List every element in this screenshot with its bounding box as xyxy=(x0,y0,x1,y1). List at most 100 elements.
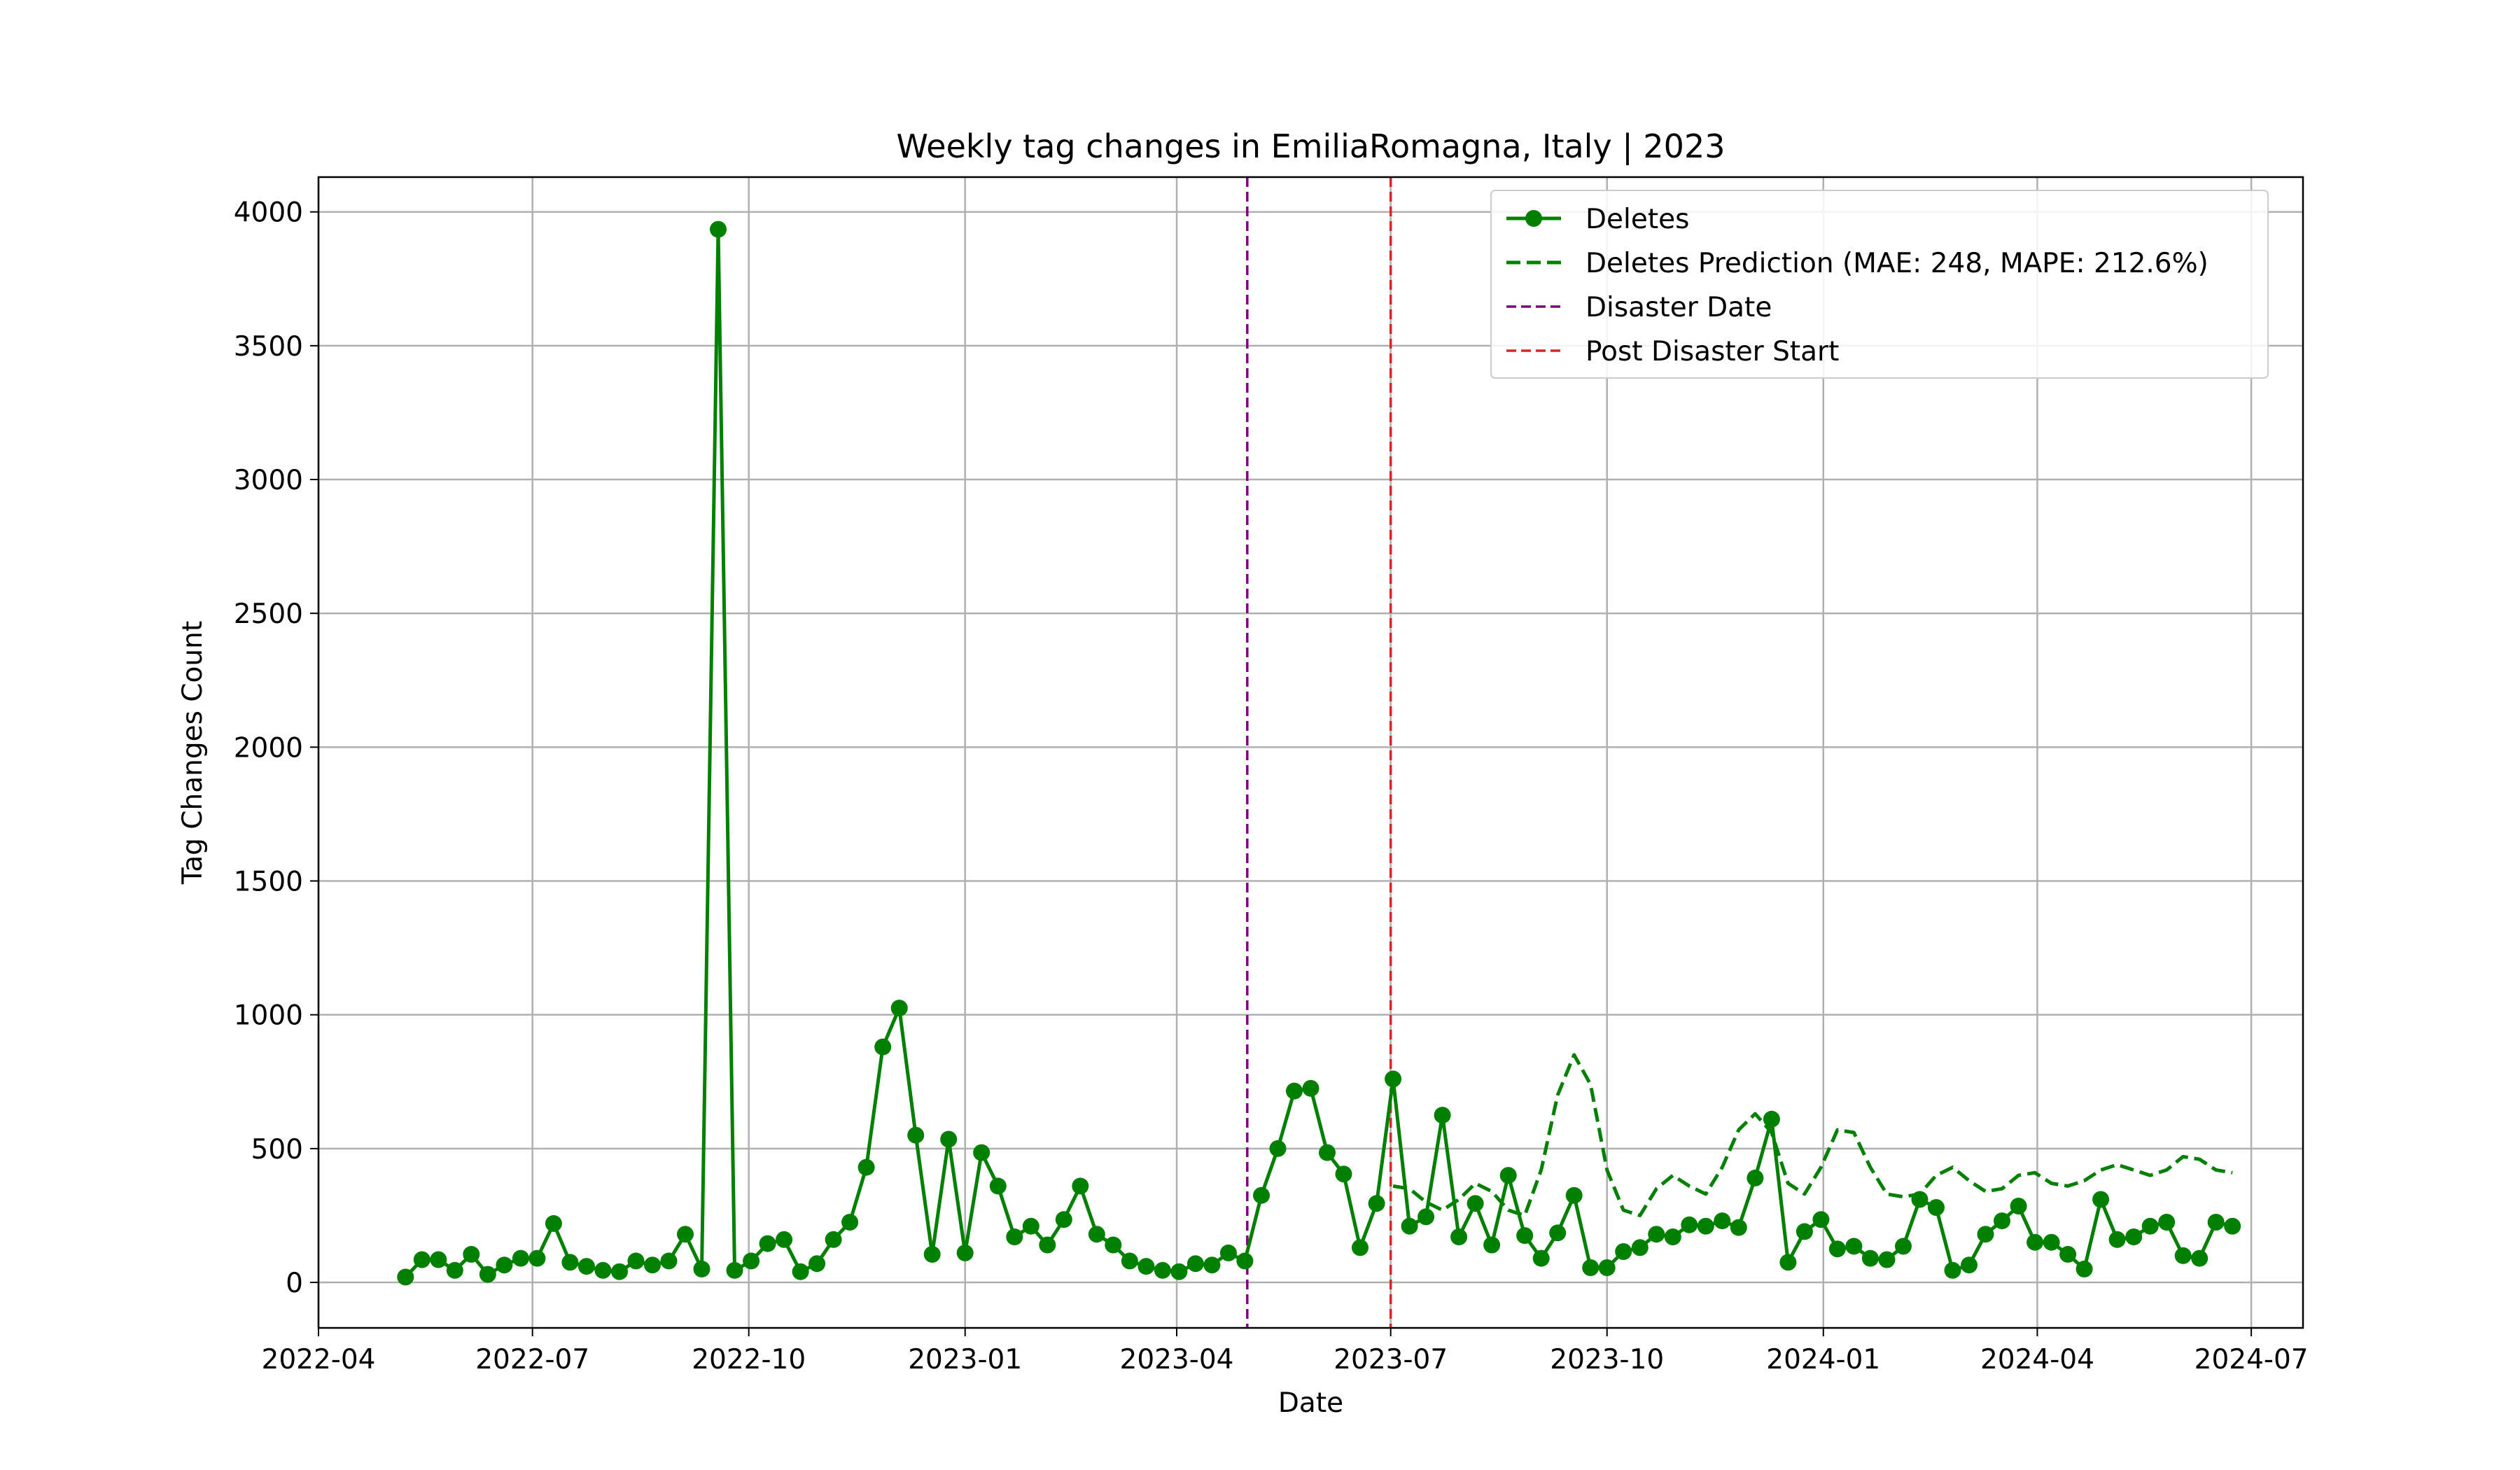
deletes-point xyxy=(1121,1252,1138,1270)
x-tick-label: 2023-01 xyxy=(908,1344,1022,1376)
deletes-point xyxy=(1516,1227,1534,1245)
deletes-point xyxy=(841,1214,859,1231)
deletes-point xyxy=(1253,1186,1270,1204)
deletes-point xyxy=(1401,1217,1418,1235)
deletes-point xyxy=(2108,1231,2126,1248)
deletes-point xyxy=(1368,1195,1385,1212)
deletes-point xyxy=(463,1245,480,1263)
deletes-point xyxy=(2158,1214,2176,1231)
y-tick-label: 1000 xyxy=(234,1000,303,1032)
deletes-point xyxy=(1286,1082,1303,1100)
x-axis-label: Date xyxy=(1278,1387,1343,1419)
deletes-point xyxy=(561,1254,579,1271)
y-tick-label: 4000 xyxy=(234,197,303,229)
deletes-point xyxy=(1499,1167,1517,1184)
deletes-point xyxy=(1072,1177,1089,1195)
deletes-point xyxy=(1236,1252,1254,1270)
deletes-point xyxy=(1961,1256,1977,1274)
deletes-point xyxy=(1532,1250,1550,1267)
deletes-point xyxy=(1582,1259,1600,1276)
deletes-point xyxy=(1648,1226,1665,1243)
deletes-point xyxy=(2076,1260,2093,1278)
deletes-point xyxy=(1861,1250,1879,1267)
deletes-point xyxy=(710,220,727,238)
x-tick-label: 2022-04 xyxy=(262,1344,376,1376)
deletes-point xyxy=(1219,1244,1237,1261)
deletes-point xyxy=(611,1263,628,1280)
deletes-point xyxy=(1895,1238,1912,1255)
deletes-point xyxy=(2174,1247,2192,1264)
y-tick-label: 500 xyxy=(251,1134,303,1166)
deletes-series-line xyxy=(404,227,2233,1279)
deletes-point xyxy=(825,1231,842,1248)
deletes-point xyxy=(413,1251,430,1268)
deletes-point xyxy=(1795,1223,1813,1240)
deletes-point xyxy=(907,1126,925,1144)
deletes-point xyxy=(973,1144,990,1161)
deletes-point xyxy=(594,1261,612,1279)
deletes-point xyxy=(1845,1238,1863,1255)
legend-marker-deletes xyxy=(1525,210,1542,227)
deletes-point xyxy=(1697,1217,1714,1235)
deletes-point xyxy=(479,1266,496,1283)
deletes-point xyxy=(1203,1256,1221,1274)
y-tick-label: 2000 xyxy=(234,732,303,764)
x-tick-label: 2022-10 xyxy=(692,1344,806,1376)
deletes-point xyxy=(496,1256,513,1274)
deletes-point xyxy=(792,1263,809,1280)
x-tick-label: 2022-07 xyxy=(475,1344,589,1376)
deletes-point xyxy=(1302,1079,1320,1097)
deletes-point xyxy=(1598,1259,1616,1276)
deletes-point xyxy=(1006,1228,1023,1245)
deletes-point xyxy=(1154,1261,1171,1279)
prediction-series-line xyxy=(1392,1053,2233,1217)
deletes-point xyxy=(1828,1240,1846,1258)
deletes-point xyxy=(1055,1211,1072,1228)
deletes-point xyxy=(1039,1236,1056,1254)
deletes-point xyxy=(923,1245,941,1263)
deletes-point xyxy=(397,1268,414,1286)
x-tick-label: 2024-01 xyxy=(1766,1344,1880,1376)
y-tick-label: 3000 xyxy=(234,465,303,496)
deletes-point xyxy=(2043,1233,2060,1251)
deletes-point xyxy=(2092,1191,2110,1208)
x-tick-label: 2023-04 xyxy=(1120,1344,1234,1376)
deletes-point xyxy=(2026,1233,2044,1251)
deletes-point xyxy=(743,1252,760,1270)
deletes-point xyxy=(1730,1219,1747,1236)
legend-label-prediction: Deletes Prediction (MAE: 248, MAPE: 212.… xyxy=(1586,248,2208,279)
deletes-point xyxy=(2224,1217,2241,1235)
deletes-point xyxy=(644,1256,661,1274)
deletes-point xyxy=(1418,1208,1435,1226)
deletes-point xyxy=(1746,1169,1764,1186)
deletes-point xyxy=(1105,1236,1122,1254)
deletes-point xyxy=(858,1158,875,1176)
deletes-point xyxy=(528,1250,546,1267)
deletes-point xyxy=(874,1038,892,1056)
deletes-point xyxy=(2207,1214,2225,1231)
y-axis-label: Tag Changes Count xyxy=(177,621,209,885)
deletes-point xyxy=(1779,1254,1797,1271)
deletes-point xyxy=(940,1130,958,1148)
deletes-point xyxy=(1928,1199,1945,1216)
deletes-point xyxy=(808,1255,826,1273)
deletes-point xyxy=(2010,1198,2027,1214)
deletes-point xyxy=(512,1250,529,1267)
deletes-point xyxy=(2125,1228,2143,1245)
deletes-point xyxy=(1022,1217,1040,1235)
y-tick-label: 2500 xyxy=(234,598,303,630)
x-tick-label: 2023-10 xyxy=(1550,1344,1664,1376)
legend-label-disaster-date: Disaster Date xyxy=(1586,292,1772,323)
legend-box xyxy=(1490,190,2269,379)
deletes-point xyxy=(545,1214,562,1232)
deletes-point xyxy=(1714,1212,1731,1230)
x-tick-label: 2023-07 xyxy=(1334,1344,1448,1376)
x-tick-label: 2024-04 xyxy=(1980,1344,2094,1376)
deletes-point xyxy=(1466,1195,1484,1212)
deletes-point xyxy=(1450,1228,1468,1245)
deletes-point xyxy=(446,1261,463,1279)
deletes-point xyxy=(1088,1226,1105,1243)
deletes-point xyxy=(1269,1140,1287,1157)
deletes-point xyxy=(1763,1110,1780,1128)
